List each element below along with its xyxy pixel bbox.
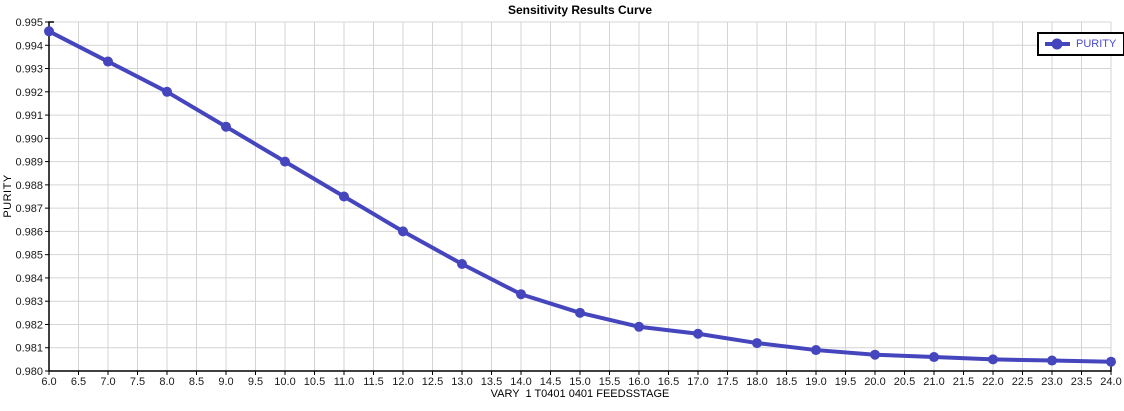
x-tick-label: 17.0 (687, 376, 708, 388)
x-tick-label: 12.0 (392, 376, 413, 388)
y-tick-label: 0.984 (15, 273, 43, 285)
legend: PURITY (1037, 32, 1124, 56)
y-tick-label: 0.987 (15, 203, 43, 215)
data-point-marker (398, 226, 408, 237)
x-tick-label: 24.0 (1100, 376, 1121, 388)
x-tick-label: 9.5 (248, 376, 263, 388)
x-tick-label: 6.0 (41, 376, 56, 388)
x-axis-title: VARY 1 T0401 0401 FEEDSSTAGE (490, 388, 670, 400)
x-tick-label: 21.0 (923, 376, 944, 388)
y-tick-label: 0.993 (15, 64, 43, 76)
y-tick-label: 0.995 (15, 17, 43, 29)
data-point-marker (457, 258, 467, 269)
y-tick-label: 0.981 (15, 343, 43, 355)
x-tick-label: 20.0 (864, 376, 885, 388)
data-point-marker (516, 289, 526, 300)
axes (48, 21, 1112, 372)
data-point-marker (103, 56, 113, 67)
data-point-marker (634, 321, 644, 332)
axis-ticks (45, 21, 1112, 375)
x-tick-label: 15.0 (569, 376, 590, 388)
x-tick-label: 20.5 (894, 376, 915, 388)
x-tick-label: 22.0 (982, 376, 1003, 388)
x-tick-label: 23.5 (1071, 376, 1092, 388)
y-tick-label: 0.988 (15, 180, 43, 192)
y-tick-label: 0.985 (15, 250, 43, 262)
data-point-marker (929, 352, 939, 363)
data-point-marker (752, 338, 762, 349)
grid-lines (48, 21, 1112, 372)
x-tick-label: 11.0 (334, 376, 355, 388)
data-point-marker (575, 307, 585, 318)
x-tick-label: 8.5 (189, 376, 204, 388)
x-tick-label: 15.5 (599, 376, 620, 388)
x-tick-label: 14.5 (540, 376, 561, 388)
x-tick-label: 6.5 (71, 376, 86, 388)
x-tick-label: 12.5 (422, 376, 443, 388)
x-tick-label: 17.5 (717, 376, 738, 388)
y-tick-label: 0.990 (15, 133, 43, 145)
data-point-marker (870, 349, 880, 360)
x-tick-label: 13.5 (481, 376, 502, 388)
y-tick-label: 0.991 (15, 110, 43, 122)
x-tick-label: 22.5 (1012, 376, 1033, 388)
x-tick-label: 8.0 (159, 376, 174, 388)
x-tick-label: 10.5 (304, 376, 325, 388)
data-point-marker (693, 328, 703, 339)
y-tick-label: 0.994 (15, 40, 43, 52)
x-tick-label: 18.0 (746, 376, 767, 388)
x-tick-label: 21.5 (953, 376, 974, 388)
data-point-marker (44, 26, 54, 37)
data-point-marker (1047, 355, 1057, 366)
x-tick-label: 16.0 (628, 376, 649, 388)
y-tick-label: 0.992 (15, 87, 43, 99)
y-tick-label: 0.980 (15, 366, 43, 378)
x-tick-label: 7.5 (130, 376, 145, 388)
data-point-marker (1106, 356, 1116, 367)
x-tick-label: 16.5 (658, 376, 679, 388)
x-tick-label: 10.0 (274, 376, 295, 388)
data-point-marker (280, 156, 290, 167)
legend-series-marker-icon (1045, 38, 1070, 50)
x-tick-label: 14.0 (510, 376, 531, 388)
axis-frame (48, 21, 1112, 372)
data-point-marker (988, 354, 998, 365)
x-tick-label: 19.5 (835, 376, 856, 388)
x-tick-label: 23.0 (1041, 376, 1062, 388)
data-point-marker (811, 345, 821, 356)
legend-label: PURITY (1076, 38, 1117, 50)
data-point-marker (221, 121, 231, 132)
x-tick-label: 19.0 (805, 376, 826, 388)
x-tick-label: 13.0 (451, 376, 472, 388)
x-tick-label: 7.0 (100, 376, 115, 388)
series-purity (44, 26, 1116, 367)
y-tick-label: 0.982 (15, 319, 43, 331)
y-tick-label: 0.989 (15, 157, 43, 169)
data-point-marker (339, 191, 349, 202)
data-point-marker (162, 86, 172, 97)
tick-labels: 6.0 6.5 7.0 7.5 8.0 8.5 9.0 9.5 10.0 10.5 11.0 11.5… (15, 17, 1121, 388)
x-tick-label: 18.5 (776, 376, 797, 388)
chart-title: Sensitivity Results Curve (507, 3, 653, 17)
y-tick-label: 0.986 (15, 226, 43, 238)
x-tick-label: 9.0 (218, 376, 233, 388)
x-tick-label: 11.5 (363, 376, 384, 388)
y-tick-label: 0.983 (15, 296, 43, 308)
